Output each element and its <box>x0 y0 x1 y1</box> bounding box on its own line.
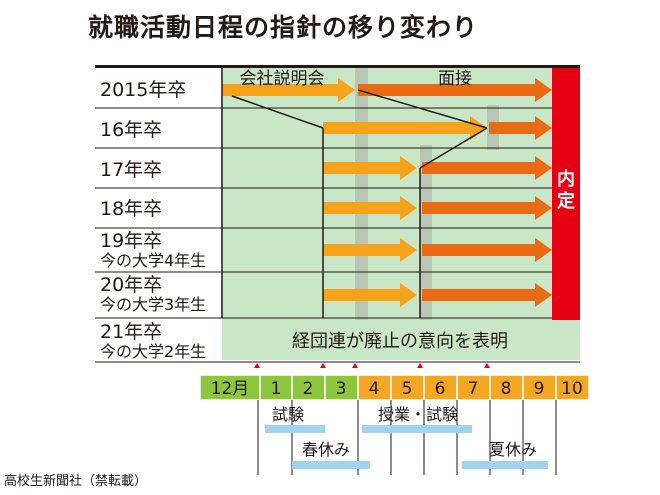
arrow-briefing-16 <box>323 116 487 140</box>
grid-band-june <box>420 145 432 320</box>
month-label: 9 <box>534 379 545 399</box>
offer-label-2: 定 <box>557 190 575 212</box>
month-label: 10 <box>561 379 583 399</box>
offer-band <box>552 68 580 320</box>
row-label-20: 20年卒 今の大学3年生 <box>100 274 207 314</box>
credit: 高校生新聞社（禁転載） <box>4 474 148 489</box>
month-label: 2 <box>303 379 314 399</box>
row-label-17: 17年卒 <box>100 159 163 181</box>
abolition-band <box>222 322 580 360</box>
spring-break-bar <box>292 461 370 469</box>
month-strip <box>199 374 590 401</box>
row-17-arrows <box>323 156 552 180</box>
month-labels: 12月 1 2 3 4 5 6 7 8 9 10 <box>211 379 583 399</box>
row-label-21: 21年卒 今の大学2年生 <box>100 321 207 361</box>
month-label: 3 <box>336 379 347 399</box>
row-label-2015: 2015年卒 <box>100 79 187 101</box>
summer-break-bar <box>462 461 548 469</box>
offer-label-1: 内 <box>557 168 575 190</box>
row-label-18: 18年卒 <box>100 198 163 220</box>
row-18-arrows <box>323 196 552 220</box>
month-label: 4 <box>369 379 380 399</box>
summer-break-label: 夏休み <box>489 440 537 459</box>
arrow-briefing-2015 <box>222 78 355 102</box>
connector-lines <box>221 68 488 318</box>
row-20-arrows <box>323 283 552 307</box>
month-markers <box>254 363 490 368</box>
month-label: 7 <box>468 379 479 399</box>
classes-exam-label: 授業・試験 <box>378 405 458 424</box>
month-label: 5 <box>402 379 413 399</box>
month-label: 8 <box>501 379 512 399</box>
abolition-text: 経団連が廃止の意向を表明 <box>292 331 508 352</box>
row-label-16: 16年卒 <box>100 119 163 141</box>
arrow-interview-16 <box>489 116 552 140</box>
top-rule <box>95 65 580 68</box>
row-label-19: 19年卒 今の大学4年生 <box>100 230 207 270</box>
row-2015-arrows <box>222 78 552 102</box>
grid-band-march <box>355 68 368 320</box>
arrow-interview-2015 <box>358 78 552 102</box>
month-label: 1 <box>271 379 282 399</box>
interview-label: 面接 <box>438 69 472 89</box>
classes-exam-bar <box>362 425 472 433</box>
briefing-label: 会社説明会 <box>240 69 325 89</box>
exam-bar-1 <box>265 425 325 433</box>
page-title: 就職活動日程の指針の移り変わり <box>88 13 479 42</box>
month-label: 12月 <box>211 379 250 399</box>
exam-label-1: 試験 <box>272 405 304 424</box>
spring-break-label: 春休み <box>302 440 350 459</box>
row-19-arrows <box>323 238 552 262</box>
month-label: 6 <box>435 379 446 399</box>
